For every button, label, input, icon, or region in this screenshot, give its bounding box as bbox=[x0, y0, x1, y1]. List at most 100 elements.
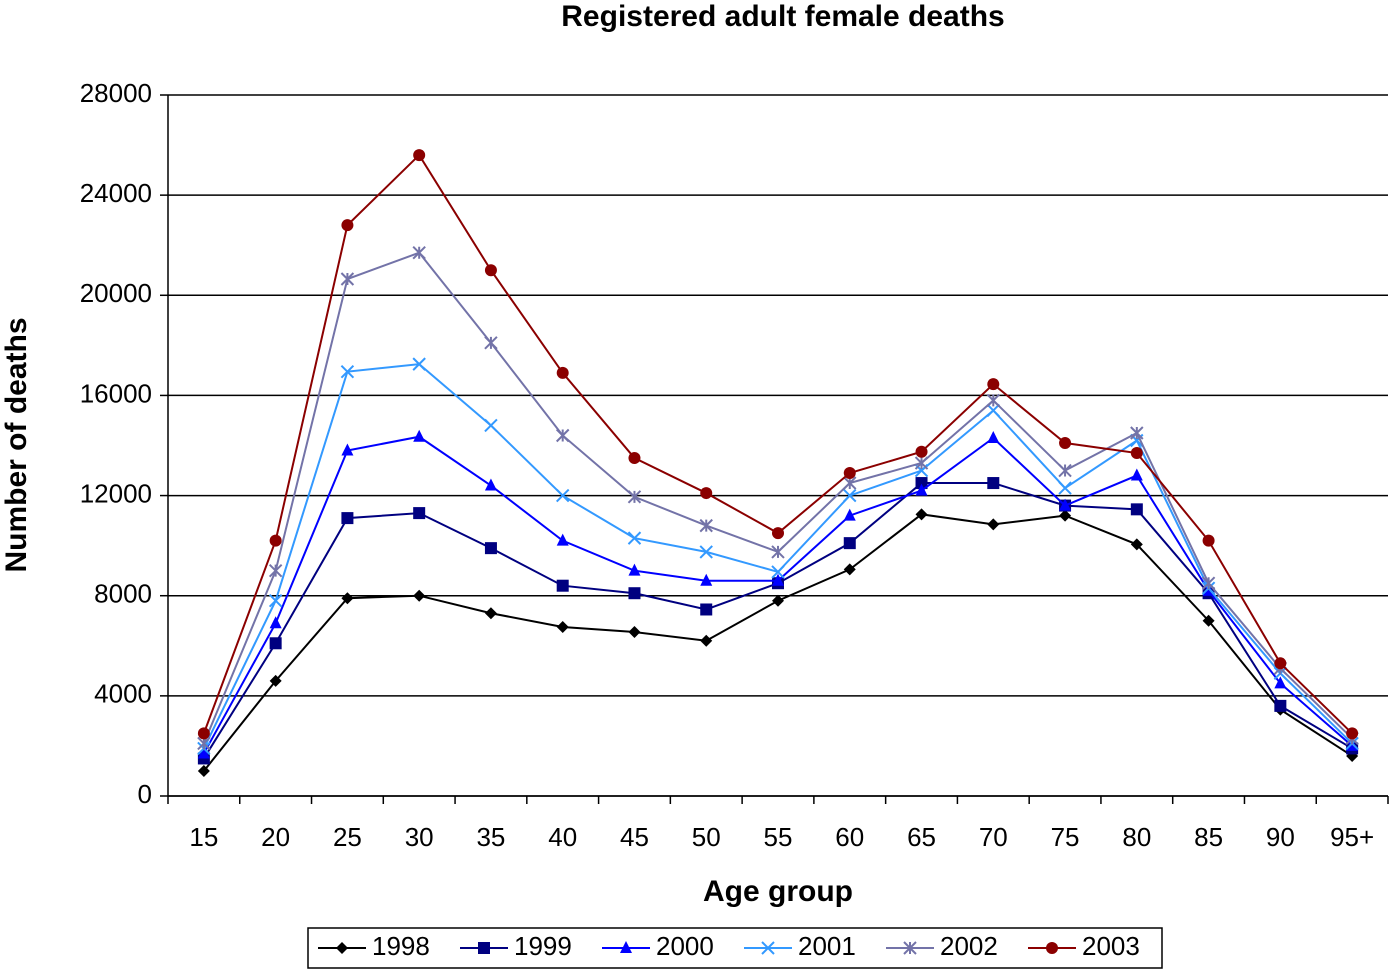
data-point bbox=[987, 477, 1000, 490]
data-point bbox=[986, 403, 1001, 418]
data-point bbox=[986, 393, 1001, 408]
data-point bbox=[413, 589, 426, 602]
data-point bbox=[340, 272, 355, 286]
data-point bbox=[556, 533, 569, 546]
data-point bbox=[915, 445, 928, 458]
data-point bbox=[1202, 534, 1215, 547]
data-point bbox=[269, 674, 282, 687]
legend-marker bbox=[761, 941, 775, 955]
data-point bbox=[772, 527, 784, 540]
data-point bbox=[1059, 509, 1072, 522]
data-point bbox=[484, 542, 497, 555]
data-point bbox=[915, 508, 928, 521]
data-point bbox=[1130, 468, 1143, 481]
data-point bbox=[843, 488, 857, 503]
data-point bbox=[555, 488, 570, 503]
data-point bbox=[628, 563, 641, 576]
data-point bbox=[197, 736, 211, 751]
data-point bbox=[340, 364, 355, 379]
y-tick-label: 0 bbox=[138, 779, 152, 809]
data-point bbox=[412, 246, 426, 260]
data-point bbox=[197, 727, 210, 740]
legend-marker bbox=[336, 942, 348, 954]
data-point bbox=[700, 573, 713, 586]
data-point bbox=[1202, 614, 1215, 627]
y-tick-label: 20000 bbox=[80, 278, 152, 308]
data-point bbox=[1201, 576, 1216, 590]
data-point bbox=[341, 219, 354, 232]
data-point bbox=[1130, 538, 1143, 551]
data-point bbox=[915, 483, 928, 496]
x-tick-label: 35 bbox=[476, 822, 505, 852]
x-tick-label: 65 bbox=[907, 822, 936, 852]
data-point bbox=[1059, 436, 1072, 449]
x-tick-label: 70 bbox=[979, 822, 1008, 852]
legend-label: 1998 bbox=[372, 931, 430, 961]
x-tick-label: 85 bbox=[1194, 822, 1223, 852]
x-tick-label: 75 bbox=[1051, 822, 1080, 852]
x-tick-label: 55 bbox=[764, 822, 793, 852]
data-point bbox=[1130, 447, 1143, 460]
legend-label: 2002 bbox=[940, 931, 998, 961]
y-tick-label: 16000 bbox=[80, 378, 152, 408]
legend-marker bbox=[1046, 942, 1058, 954]
data-point bbox=[197, 746, 210, 759]
data-point bbox=[628, 587, 641, 600]
legend-marker bbox=[903, 941, 917, 955]
data-point bbox=[484, 336, 498, 350]
data-point bbox=[1274, 676, 1287, 689]
data-point bbox=[843, 467, 856, 480]
legend-label: 1999 bbox=[514, 931, 572, 961]
data-point bbox=[843, 508, 856, 521]
y-tick-label: 4000 bbox=[94, 679, 152, 709]
data-point bbox=[914, 456, 929, 470]
data-point bbox=[484, 607, 497, 620]
legend-marker bbox=[620, 941, 632, 953]
data-point bbox=[843, 537, 856, 550]
data-point bbox=[413, 149, 426, 162]
data-point bbox=[843, 476, 857, 490]
x-tick-label: 20 bbox=[261, 822, 290, 852]
y-tick-label: 12000 bbox=[80, 478, 152, 508]
data-point bbox=[628, 626, 641, 639]
legend-box bbox=[307, 927, 1163, 969]
data-point bbox=[412, 357, 426, 371]
data-point bbox=[413, 507, 426, 520]
series-line bbox=[202, 251, 1353, 744]
data-point bbox=[1058, 481, 1072, 495]
data-point bbox=[1059, 498, 1072, 511]
data-point bbox=[269, 534, 282, 547]
data-point bbox=[915, 477, 928, 490]
data-point bbox=[987, 378, 1000, 391]
data-point bbox=[771, 565, 785, 579]
y-tick-label: 8000 bbox=[94, 579, 152, 609]
data-point bbox=[484, 478, 497, 491]
data-point bbox=[772, 573, 784, 586]
y-tick-label: 24000 bbox=[80, 178, 152, 208]
data-point bbox=[700, 487, 713, 500]
x-tick-label: 15 bbox=[189, 822, 218, 852]
data-point bbox=[627, 531, 642, 545]
x-axis-label: Age group bbox=[703, 875, 853, 908]
data-point bbox=[1274, 699, 1287, 712]
data-point bbox=[1130, 503, 1143, 516]
x-tick-label: 60 bbox=[835, 822, 864, 852]
legend-label: 2003 bbox=[1082, 931, 1140, 961]
data-point bbox=[699, 545, 713, 559]
data-point bbox=[556, 579, 569, 592]
data-point bbox=[269, 616, 282, 629]
x-tick-label: 50 bbox=[692, 822, 721, 852]
data-point bbox=[556, 366, 569, 379]
x-tick-label: 25 bbox=[333, 822, 362, 852]
data-point bbox=[268, 594, 283, 608]
data-point bbox=[987, 518, 1000, 531]
data-point bbox=[1058, 463, 1072, 478]
data-point bbox=[1346, 738, 1359, 751]
data-point bbox=[197, 764, 210, 777]
data-point bbox=[1346, 727, 1359, 740]
data-point bbox=[341, 592, 354, 605]
data-point bbox=[413, 429, 426, 442]
data-point bbox=[484, 264, 497, 277]
chart-title: Registered adult female deaths bbox=[561, 0, 1004, 33]
data-point bbox=[555, 428, 570, 443]
